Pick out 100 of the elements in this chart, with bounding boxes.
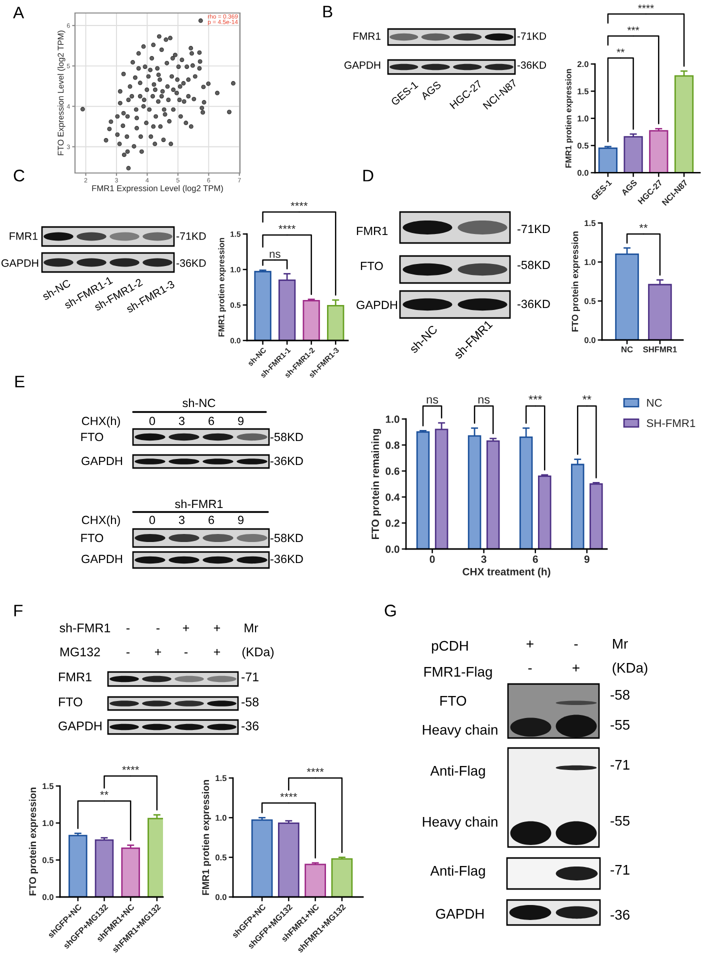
text: GAPDH — [356, 300, 398, 310]
text: **** — [122, 766, 140, 770]
text: ** — [616, 48, 625, 52]
text: -36 — [610, 910, 630, 920]
text: - — [574, 644, 578, 646]
y-tick-label: 0.0 — [386, 546, 400, 553]
text: - — [126, 628, 130, 630]
text: **** — [290, 202, 308, 206]
y-tick-label: 0.0 — [577, 170, 588, 176]
y-tick-label: 0.5 — [577, 142, 589, 149]
text: D — [363, 170, 374, 182]
text: E — [15, 376, 24, 388]
text: FTO — [59, 698, 82, 706]
text: -58 — [610, 690, 630, 700]
y-axis-title: FTO Expression Level (log2 TPM) — [58, 30, 66, 156]
text: - — [184, 652, 188, 654]
text: -71 — [610, 865, 630, 875]
text: + — [214, 649, 220, 656]
text: GAPDH — [58, 722, 102, 730]
chart-title: A — [13, 6, 24, 18]
text: GAPDH — [344, 61, 380, 69]
y-tick-label: 1.0 — [216, 814, 226, 821]
text: -58KD — [270, 534, 303, 542]
text: ns — [478, 397, 490, 404]
text: GAPDH — [82, 554, 122, 564]
y-axis-title: FTO protein expression — [572, 231, 580, 332]
y-tick-label: 0.0 — [42, 894, 54, 900]
x-tick-label: 0 — [430, 556, 435, 563]
text: FTO — [81, 534, 104, 542]
text: FMR1 — [354, 32, 380, 40]
text: 0 3 6 9 — [149, 516, 244, 524]
text: - — [528, 668, 532, 670]
annotation: ns — [270, 252, 280, 258]
y-axis-title: FMR1 protien expression — [202, 780, 211, 895]
y-tick-label: 2.0 — [577, 61, 588, 68]
text: **** — [278, 225, 296, 229]
x-axis-title: CHX treatment (h) — [462, 568, 550, 578]
text: FTO — [440, 696, 466, 706]
text: -71KD — [176, 232, 206, 240]
text: FMR1 — [59, 672, 92, 682]
text: -36 — [242, 722, 259, 730]
text: -58KD — [270, 432, 303, 442]
text: Heavy chain — [422, 816, 498, 830]
text: FMR1 — [10, 232, 38, 240]
x-tick-label: 6 — [532, 556, 538, 563]
text: (KDa) — [612, 662, 648, 676]
text: GAPDH — [82, 456, 122, 466]
y-tick-label: 0.8 — [386, 442, 400, 449]
text: ** — [582, 395, 592, 400]
text: **** — [306, 768, 324, 772]
text: CHX(h) — [82, 515, 120, 526]
x-tick-label: 9 — [584, 556, 590, 563]
x-axis-title: FMR1 Expression Level (log2 TPM) — [92, 185, 223, 193]
text: -58KD — [518, 260, 550, 270]
y-tick-label: 0.2 — [386, 520, 400, 527]
y-tick-label: 0.5 — [584, 298, 596, 304]
text: + — [214, 625, 220, 632]
y-tick-label: 1.0 — [584, 259, 596, 266]
text: + — [572, 664, 580, 672]
text: Mr — [244, 624, 258, 632]
text: + — [182, 625, 190, 632]
y-tick-label: 1.0 — [386, 416, 400, 423]
text: sh-FMR1 — [60, 623, 110, 632]
annotation: ** — [639, 224, 648, 228]
x-tick-label: NC — [622, 346, 633, 352]
x-tick-label: 3 — [481, 556, 486, 563]
text: -36KD — [270, 554, 303, 564]
y-tick-label: 0.4 — [386, 494, 400, 501]
text: GAPDH — [436, 908, 484, 919]
y-axis-title: FMR1 protien expression — [565, 69, 573, 168]
text: CHX(h) — [82, 416, 120, 428]
text: sh-FMR1 — [175, 499, 223, 508]
text: Anti-Flag — [430, 766, 485, 778]
text: GAPDH — [2, 259, 38, 267]
y-tick-label: 1.5 — [584, 220, 596, 226]
y-axis-title: FMR1 protien expression — [218, 238, 226, 336]
legend-label: SH-FMR1 — [646, 419, 696, 428]
text: FTO — [81, 432, 104, 442]
text: + — [154, 649, 162, 656]
text: -36KD — [518, 300, 550, 308]
x-tick-label: SHFMR1 — [643, 346, 677, 352]
text: *** — [627, 26, 640, 30]
text: -71KD — [517, 32, 546, 40]
text: ns — [426, 397, 438, 404]
y-tick-label: 1.0 — [578, 116, 588, 122]
annotation: **** — [280, 793, 298, 797]
text: -71 — [242, 672, 258, 682]
y-tick-label: 0.0 — [584, 337, 596, 344]
text: -36KD — [270, 456, 303, 466]
y-tick-label: 1.5 — [578, 88, 589, 94]
text: FMR1 — [356, 226, 388, 236]
y-tick-label: 0.5 — [42, 857, 54, 864]
text: -71KD — [518, 224, 550, 234]
text: B — [323, 6, 332, 18]
text: (KDa) — [242, 647, 274, 659]
text: G — [384, 604, 396, 616]
y-axis-title: FTO protein expression — [28, 788, 38, 896]
text: Heavy chain — [422, 724, 498, 738]
text: F — [14, 604, 23, 616]
text: sh-NC — [182, 398, 216, 408]
